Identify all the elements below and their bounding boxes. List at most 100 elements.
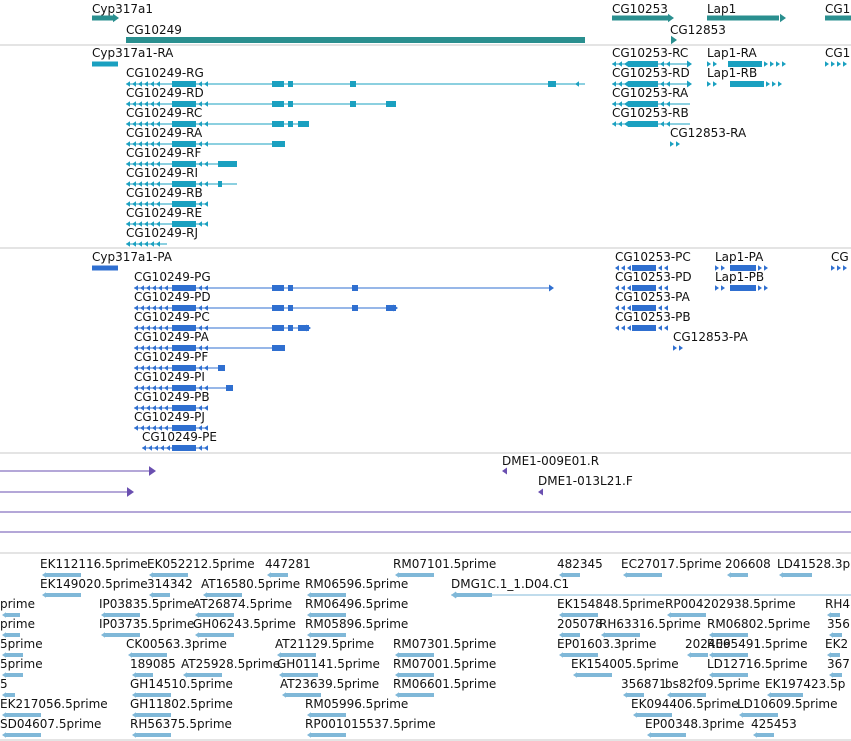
- protein-feature[interactable]: [164, 285, 168, 291]
- est-label[interactable]: CK00563.3prime: [126, 637, 227, 651]
- mrna-feature[interactable]: [272, 81, 284, 87]
- protein-feature[interactable]: [146, 345, 150, 351]
- protein-feature[interactable]: [154, 445, 158, 451]
- est-feature[interactable]: [712, 673, 748, 677]
- protein-label[interactable]: CG10253-PB: [615, 310, 691, 324]
- mrna-feature[interactable]: [172, 121, 196, 127]
- mrna-label[interactable]: Cyp317a1-RA: [92, 46, 174, 60]
- gene-feature[interactable]: [671, 35, 677, 45]
- mrna-feature[interactable]: [198, 81, 202, 87]
- protein-feature[interactable]: [140, 345, 144, 351]
- mrna-feature[interactable]: [350, 101, 356, 107]
- mrna-label[interactable]: CG10249-RB: [126, 186, 203, 200]
- gene-feature[interactable]: [825, 15, 851, 21]
- protein-feature[interactable]: [352, 305, 358, 311]
- mrna-feature[interactable]: [628, 101, 658, 107]
- est-feature[interactable]: [5, 613, 20, 617]
- protein-feature[interactable]: [134, 365, 138, 371]
- est-label[interactable]: LD12716.5prime: [707, 657, 808, 671]
- mrna-feature[interactable]: [272, 121, 284, 127]
- est-feature[interactable]: [830, 613, 840, 617]
- protein-feature[interactable]: [288, 325, 293, 331]
- protein-feature[interactable]: [658, 285, 662, 291]
- clone-feature[interactable]: [149, 466, 156, 476]
- clone-label[interactable]: DME1-013L21.F: [538, 474, 633, 488]
- mrna-feature[interactable]: [172, 81, 196, 87]
- mrna-label[interactable]: CG10249-RJ: [126, 226, 199, 240]
- est-label[interactable]: GH01141.5prime: [277, 657, 380, 671]
- protein-feature[interactable]: [140, 365, 144, 371]
- est-label[interactable]: RH56375.5prime: [130, 717, 232, 731]
- est-label[interactable]: LD41528.3p: [777, 557, 851, 571]
- mrna-feature[interactable]: [660, 101, 664, 107]
- protein-feature[interactable]: [621, 265, 625, 271]
- est-label[interactable]: DMG1C.1_1.D04.C1: [451, 577, 570, 591]
- mrna-feature[interactable]: [132, 181, 136, 187]
- mrna-feature[interactable]: [132, 201, 136, 207]
- protein-feature[interactable]: [758, 285, 762, 291]
- est-label[interactable]: RM06596.5prime: [305, 577, 409, 591]
- mrna-feature[interactable]: [150, 201, 154, 207]
- protein-feature[interactable]: [831, 265, 835, 271]
- mrna-feature[interactable]: [670, 141, 674, 147]
- mrna-feature[interactable]: [172, 101, 196, 107]
- mrna-feature[interactable]: [138, 121, 142, 127]
- est-label[interactable]: 5prime: [0, 637, 43, 651]
- protein-label[interactable]: Lap1-PA: [715, 250, 764, 264]
- protein-feature[interactable]: [134, 425, 138, 431]
- protein-feature[interactable]: [164, 305, 168, 311]
- est-label[interactable]: GH11802.5prime: [130, 697, 233, 711]
- est-feature[interactable]: [451, 591, 456, 599]
- mrna-label[interactable]: CG10249-RI: [126, 166, 199, 180]
- protein-feature[interactable]: [627, 285, 631, 291]
- mrna-feature[interactable]: [204, 161, 208, 167]
- protein-feature[interactable]: [298, 325, 309, 331]
- est-label[interactable]: AT25928.5prime: [181, 657, 281, 671]
- protein-feature[interactable]: [386, 305, 396, 311]
- protein-feature[interactable]: [164, 345, 168, 351]
- est-label[interactable]: RP004202938.5prime: [665, 597, 796, 611]
- mrna-feature[interactable]: [575, 81, 579, 87]
- mrna-feature[interactable]: [666, 81, 670, 87]
- est-feature[interactable]: [270, 573, 288, 577]
- est-feature[interactable]: [152, 573, 188, 577]
- protein-feature[interactable]: [226, 385, 233, 391]
- est-feature[interactable]: [135, 733, 171, 737]
- est-feature[interactable]: [5, 673, 23, 677]
- est-feature[interactable]: [104, 613, 140, 617]
- mrna-label[interactable]: Lap1-RA: [707, 46, 757, 60]
- protein-feature[interactable]: [146, 385, 150, 391]
- protein-label[interactable]: CG10249-PA: [134, 330, 209, 344]
- est-label[interactable]: IP03735.5prime: [99, 617, 195, 631]
- mrna-feature[interactable]: [144, 221, 148, 227]
- est-feature[interactable]: [310, 713, 346, 717]
- protein-feature[interactable]: [172, 365, 196, 371]
- mrna-feature[interactable]: [298, 121, 309, 127]
- protein-label[interactable]: CG: [831, 250, 849, 264]
- mrna-feature[interactable]: [776, 61, 780, 67]
- est-feature[interactable]: [830, 653, 840, 657]
- est-label[interactable]: 367: [827, 657, 850, 671]
- mrna-feature[interactable]: [624, 101, 628, 107]
- protein-feature[interactable]: [664, 265, 668, 271]
- est-feature[interactable]: [398, 673, 434, 677]
- protein-label[interactable]: CG10253-PC: [615, 250, 691, 264]
- protein-feature[interactable]: [837, 265, 841, 271]
- protein-feature[interactable]: [198, 345, 202, 351]
- mrna-feature[interactable]: [660, 81, 664, 87]
- est-feature[interactable]: [310, 633, 346, 637]
- est-label[interactable]: 314342: [147, 577, 193, 591]
- mrna-label[interactable]: CG1: [825, 46, 851, 60]
- mrna-label[interactable]: CG10253-RB: [612, 106, 689, 120]
- protein-feature[interactable]: [134, 345, 138, 351]
- protein-feature[interactable]: [172, 385, 196, 391]
- mrna-feature[interactable]: [198, 181, 202, 187]
- protein-feature[interactable]: [172, 305, 196, 311]
- est-label[interactable]: RM05896.5prime: [305, 617, 409, 631]
- gene-label[interactable]: CG10249: [126, 23, 182, 37]
- protein-feature[interactable]: [158, 325, 162, 331]
- est-label[interactable]: EC27017.5prime: [621, 557, 722, 571]
- est-label[interactable]: 5prime: [0, 657, 43, 671]
- mrna-feature[interactable]: [156, 201, 160, 207]
- est-feature[interactable]: [135, 693, 171, 697]
